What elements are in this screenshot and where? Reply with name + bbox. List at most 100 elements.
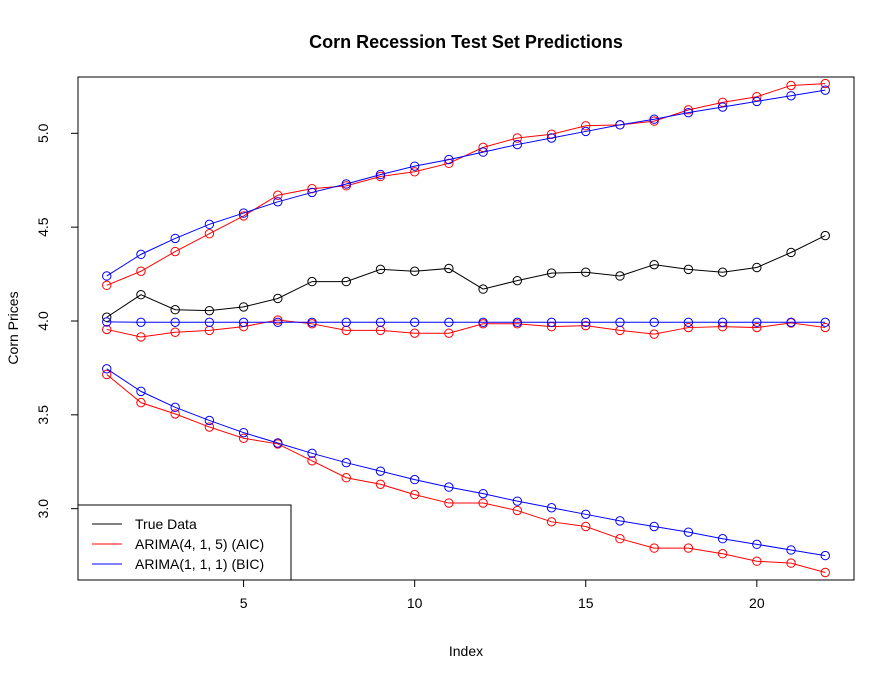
arima-4-1-5-aic-point <box>683 322 694 333</box>
y-axis: 3.0 3.5 4.0 4.5 5.0 <box>35 123 78 518</box>
arima-1-1-1-bic-upper-point <box>512 139 523 150</box>
arima-1-1-1-bic-lower-point <box>615 516 625 526</box>
arima-1-1-1-bic-upper-point <box>615 120 625 130</box>
arima-1-1-1-bic-lower-point <box>170 402 180 413</box>
arima-1-1-1-bic-lower-point <box>546 503 557 513</box>
arima-1-1-1-bic-point <box>307 317 317 328</box>
y-axis-label: Corn Prices <box>5 291 21 364</box>
arima-4-1-5-aic-upper-point <box>136 266 146 276</box>
true-data-point <box>238 302 249 312</box>
arima-4-1-5-aic-lower-point <box>786 558 796 568</box>
arima-1-1-1-bic-point <box>512 317 523 328</box>
legend-label-aic: ARIMA(4, 1, 5) (AIC) <box>135 536 264 552</box>
arima-1-1-1-bic-lower-point <box>786 545 796 555</box>
arima-4-1-5-aic-upper-point <box>409 167 420 177</box>
arima-4-1-5-aic-lower-point <box>512 505 523 516</box>
arima-4-1-5-aic-point <box>581 320 591 331</box>
arima-4-1-5-aic-point <box>273 315 283 325</box>
arima-1-1-1-bic-upper-point <box>546 133 557 143</box>
y-tick-label: 4.5 <box>35 217 51 237</box>
arima-4-1-5-aic-lower-point <box>478 498 488 508</box>
arima-4-1-5-aic-lower-point <box>546 517 557 527</box>
arima-4-1-5-aic-point <box>752 322 762 333</box>
arima-1-1-1-bic-lower-point <box>478 488 488 499</box>
arima-1-1-1-bic-point <box>752 317 762 328</box>
arima-1-1-1-bic-upper-point <box>307 187 317 198</box>
true-data-point <box>615 271 625 281</box>
true-data-point <box>136 290 146 300</box>
arima-4-1-5-aic-upper-point <box>683 105 694 115</box>
arima-4-1-5-aic-line <box>106 319 826 338</box>
arima-4-1-5-aic-upper-point <box>820 78 830 89</box>
y-tick-label: 5.0 <box>35 123 51 143</box>
arima-4-1-5-aic-lower-point <box>752 556 762 566</box>
true-data-point <box>307 276 317 287</box>
arima-1-1-1-bic-point <box>820 317 830 328</box>
arima-4-1-5-aic-upper-line <box>106 83 826 286</box>
x-tick-label: 15 <box>578 595 594 611</box>
arima-1-1-1-bic-point <box>375 317 386 328</box>
arima-4-1-5-aic-lower-point <box>307 456 317 466</box>
arima-1-1-1-bic-lower-point <box>102 364 112 374</box>
true-data-point <box>170 305 180 315</box>
arima-4-1-5-aic-lower-point <box>820 567 830 578</box>
arima-1-1-1-bic-upper-point <box>820 85 830 95</box>
true-data-point <box>752 262 762 273</box>
arima-4-1-5-aic-point <box>136 332 146 342</box>
arima-1-1-1-bic-point <box>581 317 591 328</box>
x-axis-label: Index <box>449 643 483 659</box>
arima-1-1-1-bic-lower-point <box>717 534 728 544</box>
arima-1-1-1-bic-upper-point <box>581 126 591 137</box>
arima-4-1-5-aic-point <box>649 329 659 339</box>
true-data-point <box>786 247 796 258</box>
true-data-point <box>581 267 591 277</box>
true-data-point <box>717 267 728 277</box>
legend-label-bic: ARIMA(1, 1, 1) (BIC) <box>135 556 264 572</box>
arima-4-1-5-aic-lower-point <box>341 473 351 483</box>
arima-1-1-1-bic-upper-point <box>273 197 283 207</box>
arima-4-1-5-aic-lower-point <box>615 534 625 544</box>
plot-frame <box>77 76 855 581</box>
arima-1-1-1-bic-upper-point <box>717 102 728 112</box>
arima-1-1-1-bic-upper-point <box>375 169 386 180</box>
true-data-point <box>341 276 351 287</box>
arima-1-1-1-bic-lower-point <box>273 438 283 448</box>
arima-1-1-1-bic-point <box>273 317 283 328</box>
true-data-point <box>512 275 523 286</box>
arima-4-1-5-aic-lower-point <box>204 422 215 432</box>
arima-4-1-5-aic-lower-point <box>409 489 420 500</box>
arima-1-1-1-bic-upper-point <box>752 96 762 107</box>
true-data-point <box>444 263 454 274</box>
chart-title: Corn Recession Test Set Predictions <box>309 32 623 52</box>
arima-1-1-1-bic-point <box>170 317 180 328</box>
true-data-point <box>546 268 557 278</box>
arima-1-1-1-bic-point <box>786 317 796 328</box>
arima-1-1-1-bic-point <box>546 317 557 328</box>
arima-4-1-5-aic-upper-point <box>512 133 523 143</box>
arima-4-1-5-aic-upper-point <box>102 280 112 291</box>
arima-1-1-1-bic-point <box>444 317 454 328</box>
arima-1-1-1-bic-lower-point <box>752 539 762 550</box>
arima-4-1-5-aic-lower-point <box>102 369 112 380</box>
arima-1-1-1-bic-lower-point <box>375 466 386 476</box>
arima-1-1-1-bic-upper-point <box>683 107 694 118</box>
true-data-point <box>649 259 659 270</box>
arima-1-1-1-bic-point <box>683 317 694 328</box>
arima-4-1-5-aic-lower-point <box>649 543 659 553</box>
x-tick-label: 20 <box>749 595 765 611</box>
arima-4-1-5-aic-lower-point <box>170 409 180 419</box>
arima-1-1-1-bic-upper-point <box>136 249 146 260</box>
arima-1-1-1-bic-lower-point <box>307 448 317 459</box>
arima-1-1-1-bic-upper-point <box>409 161 420 171</box>
x-axis: 5 10 15 20 <box>240 580 765 611</box>
arima-1-1-1-bic-upper-point <box>238 208 249 218</box>
true-data-point <box>375 264 386 275</box>
arima-1-1-1-bic-lower-point <box>581 509 591 520</box>
arima-4-1-5-aic-point <box>102 324 112 335</box>
arima-1-1-1-bic-point <box>649 317 659 328</box>
arima-4-1-5-aic-point <box>444 328 454 338</box>
arima-1-1-1-bic-upper-point <box>649 114 659 124</box>
arima-4-1-5-aic-upper-point <box>238 211 249 221</box>
arima-1-1-1-bic-lower-point <box>683 527 694 537</box>
